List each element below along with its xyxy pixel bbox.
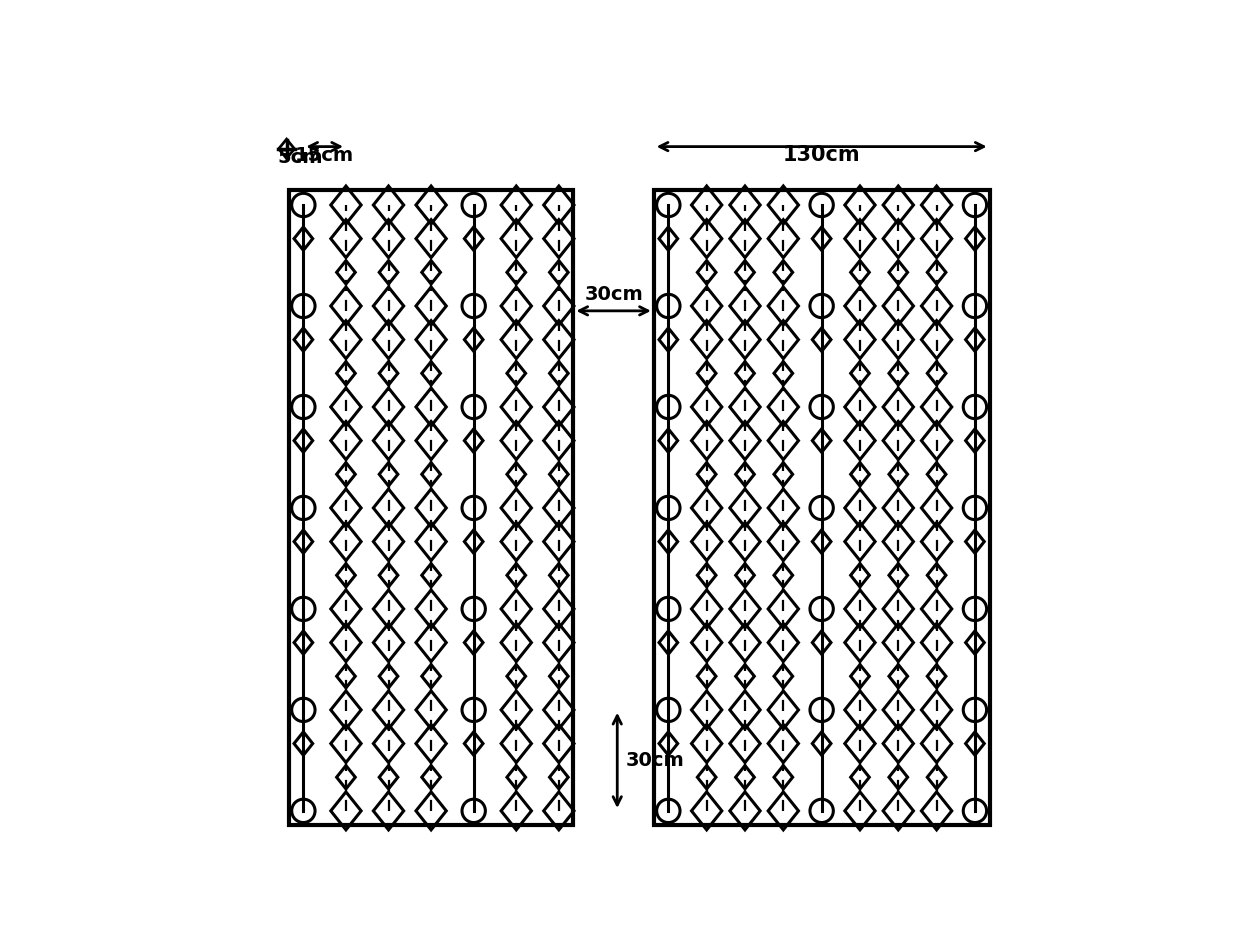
Bar [289,191,573,826]
Bar [653,191,990,826]
Text: 30cm: 30cm [626,751,684,770]
Text: 130cm: 130cm [782,145,861,165]
Text: 30cm: 30cm [584,285,644,304]
Text: 15cm: 15cm [295,146,355,165]
Text: 5cm: 5cm [278,149,324,168]
